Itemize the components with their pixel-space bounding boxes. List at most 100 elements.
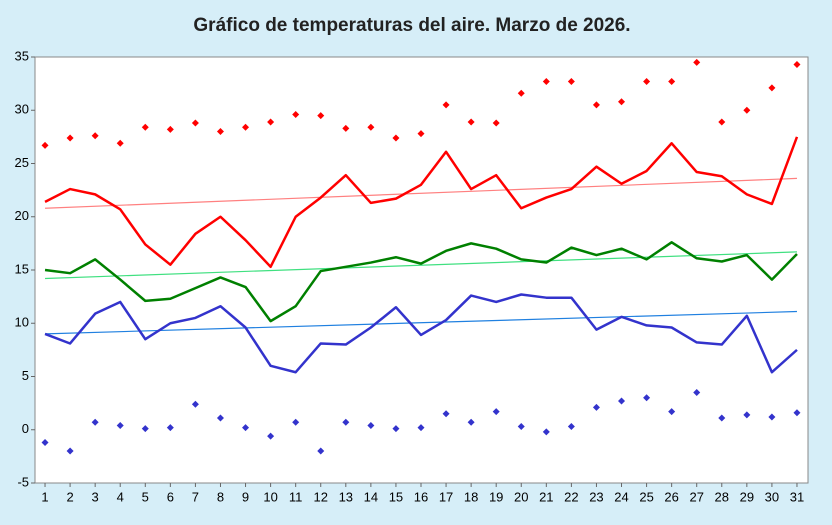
y-tick-label: 15 — [15, 261, 29, 276]
marker — [116, 421, 124, 429]
marker — [517, 423, 525, 431]
marker — [317, 447, 325, 455]
marker — [517, 89, 525, 97]
marker — [718, 414, 726, 422]
marker — [542, 77, 550, 85]
marker — [191, 119, 199, 127]
x-tick-label: 5 — [142, 489, 149, 504]
marker — [693, 58, 701, 66]
x-tick-label: 20 — [514, 489, 528, 504]
y-tick-label: 20 — [15, 208, 29, 223]
marker — [417, 130, 425, 138]
x-tick-label: 17 — [439, 489, 453, 504]
marker — [317, 112, 325, 120]
x-tick-label: 29 — [740, 489, 754, 504]
x-tick-label: 31 — [790, 489, 804, 504]
marker — [216, 414, 224, 422]
marker — [41, 439, 49, 447]
marker — [191, 400, 199, 408]
x-tick-label: 7 — [192, 489, 199, 504]
marker — [768, 413, 776, 421]
trend-line — [45, 310, 797, 335]
y-tick-label: 10 — [15, 315, 29, 330]
marker — [618, 397, 626, 405]
marker — [292, 418, 300, 426]
x-tick-label: 15 — [389, 489, 403, 504]
marker — [592, 403, 600, 411]
series-line — [44, 241, 798, 323]
x-tick-label: 2 — [66, 489, 73, 504]
marker — [242, 424, 250, 432]
marker — [116, 139, 124, 147]
x-tick-label: 9 — [242, 489, 249, 504]
x-tick-label: 10 — [263, 489, 277, 504]
x-tick-label: 13 — [339, 489, 353, 504]
x-tick-label: 12 — [314, 489, 328, 504]
marker — [567, 423, 575, 431]
y-tick-label: -5 — [17, 474, 29, 489]
marker — [643, 394, 651, 402]
x-tick-label: 16 — [414, 489, 428, 504]
marker — [693, 388, 701, 396]
marker — [141, 123, 149, 131]
chart-title: Gráfico de temperaturas del aire. Marzo … — [193, 15, 630, 36]
marker — [442, 410, 450, 418]
marker — [768, 84, 776, 92]
marker — [292, 111, 300, 119]
marker — [467, 118, 475, 126]
marker — [618, 98, 626, 106]
x-tick-label: 3 — [92, 489, 99, 504]
x-tick-label: 8 — [217, 489, 224, 504]
x-tick-label: 26 — [664, 489, 678, 504]
marker — [216, 128, 224, 136]
marker — [592, 101, 600, 109]
marker — [367, 123, 375, 131]
marker — [141, 425, 149, 433]
marker — [66, 134, 74, 142]
marker — [417, 424, 425, 432]
marker — [392, 425, 400, 433]
series-line — [44, 293, 798, 374]
marker — [442, 101, 450, 109]
x-tick-label: 21 — [539, 489, 553, 504]
marker — [643, 77, 651, 85]
x-tick-label: 24 — [614, 489, 628, 504]
x-tick-label: 11 — [289, 489, 303, 504]
marker — [668, 408, 676, 416]
series-line — [44, 136, 799, 269]
marker — [668, 77, 676, 85]
x-tick-label: 18 — [464, 489, 478, 504]
x-tick-label: 6 — [167, 489, 174, 504]
marker — [367, 421, 375, 429]
marker — [41, 141, 49, 149]
x-tick-label: 19 — [489, 489, 503, 504]
x-tick-label: 27 — [689, 489, 703, 504]
x-tick-label: 4 — [117, 489, 124, 504]
marker — [492, 119, 500, 127]
marker — [91, 418, 99, 426]
marker — [743, 106, 751, 114]
marker — [492, 408, 500, 416]
x-tick-label: 14 — [364, 489, 378, 504]
marker — [542, 428, 550, 436]
trend-line — [45, 177, 797, 209]
marker — [166, 125, 174, 133]
y-tick-label: 5 — [22, 368, 29, 383]
marker — [166, 424, 174, 432]
x-tick-label: 30 — [765, 489, 779, 504]
y-tick-label: 0 — [22, 421, 29, 436]
marker — [743, 411, 751, 419]
y-tick-label: 35 — [15, 48, 29, 63]
marker — [267, 118, 275, 126]
x-tick-label: 25 — [639, 489, 653, 504]
marker — [66, 447, 74, 455]
x-tick-label: 28 — [715, 489, 729, 504]
x-tick-label: 22 — [564, 489, 578, 504]
marker — [267, 432, 275, 440]
marker — [793, 409, 801, 417]
trend-line — [45, 251, 797, 280]
marker — [793, 60, 801, 68]
marker — [567, 77, 575, 85]
y-tick-label: 25 — [15, 155, 29, 170]
